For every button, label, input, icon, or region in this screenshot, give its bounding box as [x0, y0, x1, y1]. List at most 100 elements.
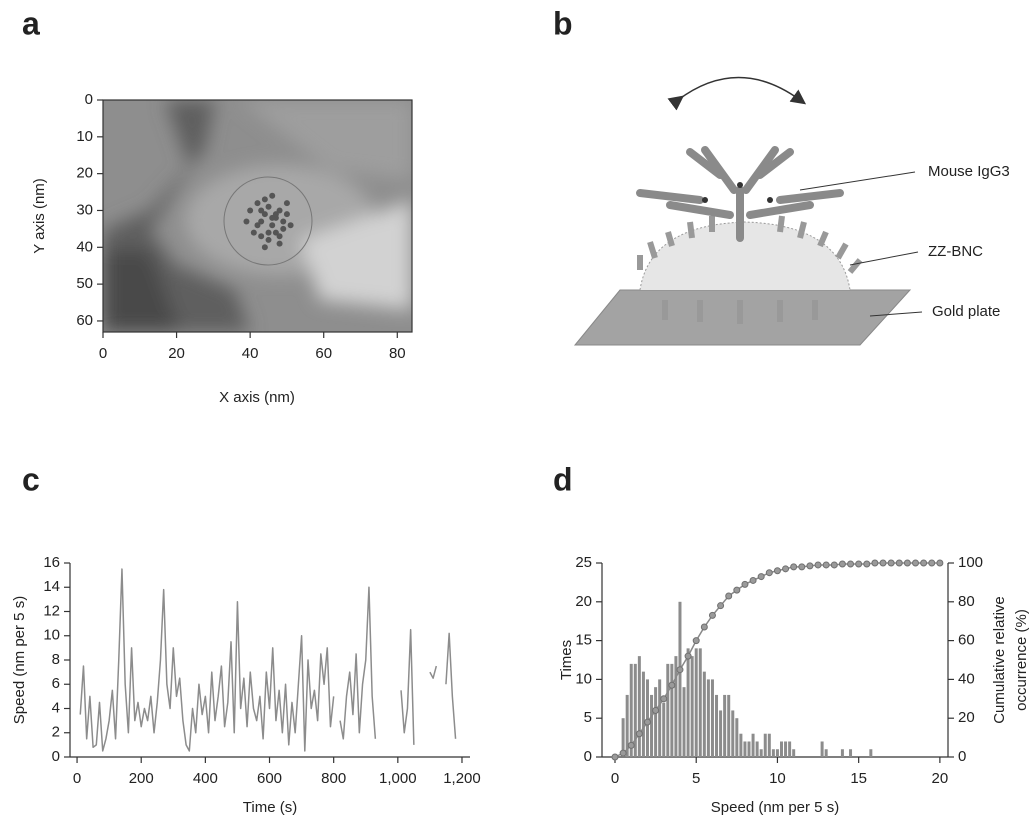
- data-point: [733, 586, 741, 594]
- scatter-point: [258, 218, 265, 225]
- data-point: [847, 560, 855, 568]
- scatter-point: [243, 218, 250, 225]
- y-tick-label: 0: [85, 91, 93, 108]
- binding-sites: [702, 182, 773, 203]
- bar: [735, 718, 739, 757]
- scatter-point: [283, 200, 290, 207]
- y2-tick-label: 20: [958, 709, 975, 726]
- data-point: [912, 559, 920, 567]
- bar: [629, 663, 633, 757]
- data-point: [822, 561, 830, 569]
- x-tick-label: 800: [321, 770, 346, 787]
- y2-tick-label: 60: [958, 632, 975, 649]
- x-tick-label: 1,200: [443, 770, 481, 787]
- x-axis-label: Time (s): [243, 799, 297, 816]
- scatter-point: [261, 211, 268, 218]
- diagram-label: ZZ-BNC: [928, 243, 983, 260]
- bar: [690, 656, 694, 757]
- bar: [869, 749, 873, 757]
- scatter-point: [247, 207, 254, 214]
- bar: [633, 663, 637, 757]
- data-point: [749, 576, 757, 584]
- x-tick-label: 60: [315, 345, 332, 362]
- y-tick-label: 2: [52, 724, 60, 741]
- y-tick-label: 5: [584, 709, 592, 726]
- data-point: [871, 559, 879, 567]
- y2-tick-label: 80: [958, 593, 975, 610]
- scatter-point: [283, 211, 290, 218]
- x-tick-label: 0: [99, 345, 107, 362]
- data-point: [660, 695, 668, 703]
- scatter-point: [265, 236, 272, 243]
- bar: [792, 749, 796, 757]
- bar: [637, 656, 641, 757]
- bar: [625, 694, 629, 757]
- y-tick-label: 15: [575, 632, 592, 649]
- bar: [763, 733, 767, 757]
- data-point: [757, 573, 765, 581]
- data-line: [79, 568, 457, 752]
- y-axis-label: Speed (nm per 5 s): [11, 596, 28, 724]
- bar: [727, 694, 731, 757]
- bar: [824, 749, 828, 757]
- bar: [682, 687, 686, 757]
- scatter-point: [280, 225, 287, 232]
- bar: [694, 648, 698, 757]
- data-point: [879, 559, 887, 567]
- data-point: [717, 602, 725, 610]
- data-point: [643, 718, 651, 726]
- x-axis-label: Speed (nm per 5 s): [711, 799, 839, 816]
- bar: [678, 601, 682, 757]
- diagram: b Mouse IgG3 ZZ-BNC Gold plate: [553, 5, 1010, 346]
- data-point: [838, 560, 846, 568]
- bar: [751, 733, 755, 757]
- y-tick-label: 20: [76, 165, 93, 182]
- leader-lines: [799, 171, 923, 317]
- data-point: [765, 569, 773, 577]
- diagram-label: Gold plate: [932, 303, 1000, 320]
- scatter-point: [272, 211, 279, 218]
- data-point: [652, 706, 660, 714]
- bar: [723, 694, 727, 757]
- bar: [658, 679, 662, 757]
- bar: [670, 663, 674, 757]
- data-point: [830, 561, 838, 569]
- data-point: [627, 741, 635, 749]
- bar: [759, 749, 763, 757]
- data-point: [798, 563, 806, 571]
- data-point: [668, 681, 676, 689]
- bar: [674, 656, 678, 757]
- panel-letter: d: [553, 461, 573, 497]
- y-tick-label: 10: [43, 627, 60, 644]
- data-point: [887, 559, 895, 567]
- y-tick-label: 14: [43, 578, 60, 595]
- y-tick-label: 60: [76, 312, 93, 329]
- afm-image: [103, 100, 412, 332]
- y-tick-label: 16: [43, 554, 60, 571]
- scatter-point: [287, 222, 294, 229]
- data-point: [725, 592, 733, 600]
- antibody: [636, 146, 844, 242]
- scatter-point: [276, 207, 283, 214]
- data-point: [855, 560, 863, 568]
- x-tick-label: 0: [611, 770, 619, 787]
- rotation-arrow: [667, 76, 807, 111]
- scatter-point: [280, 218, 287, 225]
- x-axis-label: X axis (nm): [219, 389, 295, 406]
- data-point: [920, 559, 928, 567]
- bar: [719, 710, 723, 757]
- y-tick-label: 6: [52, 675, 60, 692]
- y-axis-label: Y axis (nm): [31, 178, 48, 254]
- plot-frame: [102, 99, 413, 333]
- y-tick-label: 8: [52, 651, 60, 668]
- bar: [779, 741, 783, 757]
- data-point: [773, 567, 781, 575]
- scatter-point: [269, 192, 276, 199]
- y-tick-label: 30: [76, 201, 93, 218]
- x-tick-label: 40: [242, 345, 259, 362]
- data-point: [741, 580, 749, 588]
- y2-axis-label: Cumulative relative: [991, 596, 1008, 724]
- y-tick-label: 0: [584, 748, 592, 765]
